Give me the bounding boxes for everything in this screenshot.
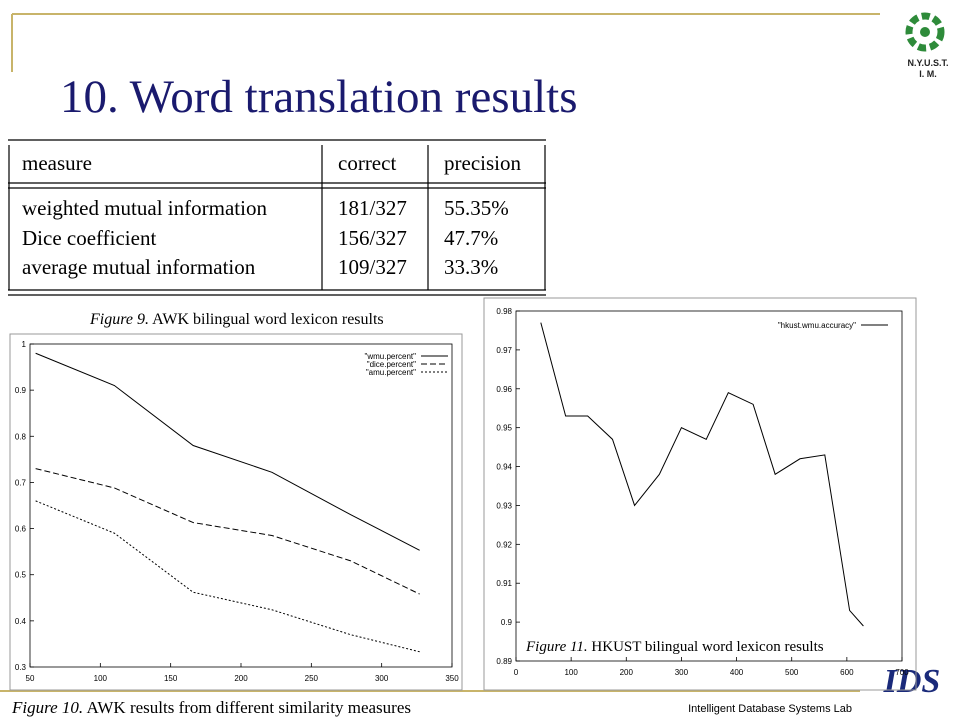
y-tick-label: 0.9 (501, 618, 513, 627)
y-tick-label: 0.91 (496, 579, 512, 588)
x-tick-label: 200 (234, 674, 248, 683)
x-tick-label: 300 (375, 674, 389, 683)
x-tick-label: 350 (445, 674, 459, 683)
footer: Intelligent Database Systems Lab (688, 703, 852, 715)
logo-icon (905, 12, 945, 52)
caption-text: AWK bilingual word lexicon results (152, 311, 384, 328)
figure-caption: Figure 11. HKUST bilingual word lexicon … (525, 639, 824, 655)
y-tick-label: 0.3 (15, 663, 27, 672)
caption-text: HKUST bilingual word lexicon results (591, 639, 823, 655)
y-tick-label: 0.95 (496, 424, 512, 433)
table-header: correct (338, 151, 396, 175)
x-tick-label: 100 (564, 668, 578, 677)
chart-frame (483, 297, 917, 691)
table (8, 139, 546, 296)
y-tick-label: 0.89 (496, 657, 512, 666)
caption-label: Figure 9. (89, 311, 149, 328)
table-cell: 55.35% (444, 196, 509, 220)
y-tick-label: 0.5 (15, 571, 27, 580)
legend-label: "dice.percent" (367, 360, 416, 369)
x-tick-label: 500 (785, 668, 799, 677)
x-tick-label: 250 (305, 674, 319, 683)
table-header: measure (22, 151, 92, 175)
figure-caption: Figure 10. AWK results from different si… (11, 698, 411, 717)
caption-text: AWK results from different similarity me… (86, 698, 411, 717)
table-cell: 181/327 (338, 196, 407, 220)
y-tick-label: 0.7 (15, 478, 27, 487)
x-tick-label: 0 (514, 668, 519, 677)
y-tick-label: 0.92 (496, 540, 512, 549)
x-tick-label: 50 (26, 674, 35, 683)
x-tick-label: 100 (94, 674, 108, 683)
table-caption: Figure 9. AWK bilingual word lexicon res… (89, 311, 384, 328)
x-tick-label: 600 (840, 668, 854, 677)
x-tick-label: 700 (895, 668, 909, 677)
chart-frame (9, 333, 463, 691)
line-series (540, 322, 864, 627)
line-series (35, 500, 420, 653)
y-tick-label: 0.4 (15, 617, 27, 626)
line-series (35, 468, 420, 595)
table-cell: 156/327 (338, 226, 407, 250)
y-tick-label: 0.96 (496, 385, 512, 394)
y-tick-label: 0.93 (496, 501, 512, 510)
x-tick-label: 150 (164, 674, 178, 683)
plot-area (29, 343, 453, 668)
lab-logo: IDS (883, 663, 941, 700)
line-series (35, 352, 420, 551)
x-tick-label: 400 (730, 668, 744, 677)
legend-label: "wmu.percent" (365, 352, 417, 361)
table-cell: Dice coefficient (22, 226, 156, 250)
table-cell: 47.7% (444, 226, 498, 250)
y-tick-label: 0.9 (15, 386, 27, 395)
slide-title: 10. Word translation results (60, 71, 578, 123)
logo-text: I. M. (919, 69, 937, 79)
legend-label: "hkust.wmu.accuracy" (778, 321, 856, 330)
y-tick-label: 0.94 (496, 463, 512, 472)
logo-text: N.Y.U.S.T. (907, 58, 948, 68)
legend-label: "amu.percent" (366, 368, 416, 377)
x-tick-label: 300 (675, 668, 689, 677)
y-tick-label: 0.8 (15, 432, 27, 441)
table-cell: 33.3% (444, 255, 498, 279)
table-header: precision (444, 151, 521, 175)
caption-label: Figure 10. (11, 698, 83, 717)
table-cell: 109/327 (338, 255, 407, 279)
x-tick-label: 200 (620, 668, 634, 677)
y-tick-label: 0.97 (496, 346, 512, 355)
table-cell: average mutual information (22, 255, 256, 279)
plot-area (515, 310, 903, 662)
y-tick-label: 1 (22, 340, 27, 349)
y-tick-label: 0.6 (15, 525, 27, 534)
table-cell: weighted mutual information (22, 196, 267, 220)
y-tick-label: 0.98 (496, 307, 512, 316)
caption-label: Figure 11. (525, 639, 588, 655)
